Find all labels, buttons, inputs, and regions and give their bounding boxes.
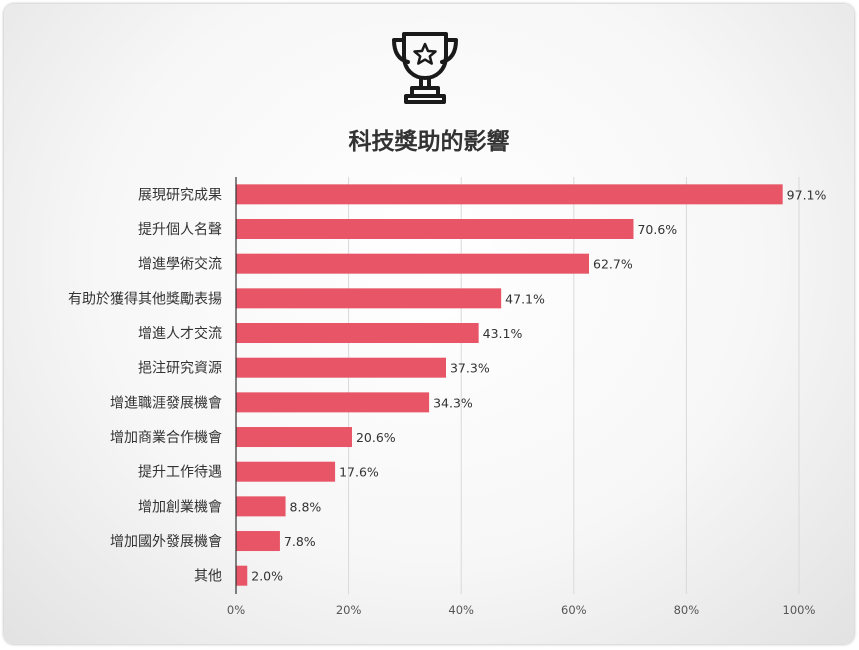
value-label: 8.8% [290,499,322,514]
x-tick-label: 100% [783,603,816,617]
value-label: 47.1% [505,291,545,306]
bar [236,253,590,274]
value-label: 43.1% [483,326,523,341]
bar [236,531,280,552]
category-label: 增進人才交流 [138,325,222,342]
value-label: 7.8% [284,534,316,549]
value-label: 97.1% [787,187,827,202]
bar [236,392,430,413]
chart-card: 科技獎助的影響 展現研究成果 97.1% 提升個人名聲 70.6% 增進學術交流 62.7… [4,4,854,644]
x-tick-label: 20% [336,603,362,617]
bar [236,565,248,586]
trophy-icon [392,32,458,104]
bar [236,461,336,482]
value-label: 20.6% [356,430,396,445]
category-label: 其他 [194,569,222,585]
bar [236,496,286,517]
bar [236,219,634,240]
value-label: 37.3% [450,361,490,376]
value-label: 2.0% [251,569,283,584]
value-label: 34.3% [433,395,473,410]
bar [236,184,783,205]
category-label: 增進職涯發展機會 [110,395,222,411]
x-tick-label: 0% [227,603,245,617]
bar [236,288,502,309]
bar-chart: 展現研究成果 97.1% 提升個人名聲 70.6% 增進學術交流 62.7% 有助於獲得其他… [68,177,827,617]
category-label: 有助於獲得其他獎勵表揚 [68,290,222,307]
category-label: 增加創業機會 [138,499,222,515]
chart-title: 科技獎助的影響 [348,129,510,155]
category-label: 挹注研究資源 [138,361,222,377]
bar [236,427,352,448]
category-label: 提升個人名聲 [138,221,222,238]
category-label: 展現研究成果 [138,187,222,203]
value-label: 17.6% [339,465,379,480]
value-label: 62.7% [593,257,633,272]
bar [236,323,479,344]
x-tick-label: 60% [561,603,587,617]
value-label: 70.6% [637,222,677,237]
x-tick-label: 80% [674,603,700,617]
category-label: 增加國外發展機會 [110,534,222,550]
bar [236,357,446,378]
x-tick-label: 40% [448,603,474,617]
category-label: 提升工作待遇 [138,465,222,481]
category-label: 增進學術交流 [138,256,222,273]
category-label: 增加商業合作機會 [110,430,222,446]
